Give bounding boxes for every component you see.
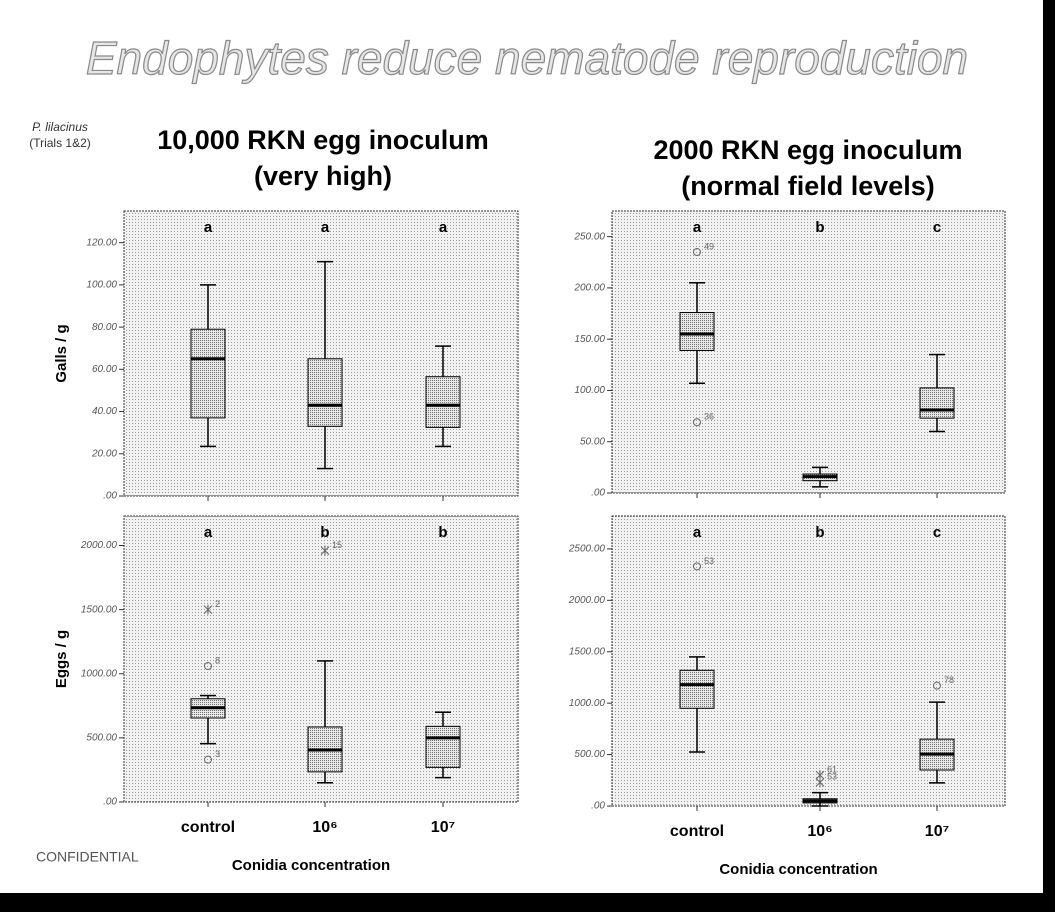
footer: CONFIDENTIAL <box>36 849 139 865</box>
outlier <box>815 777 825 788</box>
outlier-label: 49 <box>704 241 714 251</box>
y-tick-label: 100.00 <box>86 280 117 291</box>
box <box>919 387 955 419</box>
column-title: 10,000 RKN egg inoculum <box>157 125 489 155</box>
outlier <box>693 418 701 427</box>
x-tick-label: 10⁶ <box>807 823 832 840</box>
y-tick-label: 120.00 <box>86 237 117 248</box>
box <box>190 328 226 419</box>
slide-title: Endophytes reduce nematode reproduction <box>86 32 968 84</box>
outlier <box>933 681 941 690</box>
y-tick-label: 60.00 <box>92 364 117 375</box>
outlier <box>203 604 213 615</box>
y-tick-label: 20.00 <box>91 448 117 459</box>
group-letter: b <box>438 524 447 541</box>
group-letter: a <box>693 219 702 236</box>
box <box>425 376 461 428</box>
outlier <box>693 562 701 571</box>
outlier <box>693 248 701 257</box>
y-tick-label: 80.00 <box>92 322 117 333</box>
y-tick-label: 50.00 <box>580 436 605 447</box>
group-letter: c <box>933 219 941 236</box>
y-tick-label: 500.00 <box>86 733 117 744</box>
outlier-label: 15 <box>332 540 342 550</box>
outlier-label: 61 <box>827 765 837 775</box>
x-tick-label: 10⁷ <box>431 819 455 836</box>
y-tick-label: .00 <box>103 797 117 808</box>
outlier <box>204 755 212 764</box>
group-letter: a <box>204 524 213 541</box>
group-letter: b <box>320 524 329 541</box>
group-letter: c <box>933 524 941 541</box>
plot-area <box>123 210 519 497</box>
box <box>679 669 715 709</box>
x-tick-label: 10⁶ <box>312 819 337 836</box>
outlier <box>320 545 330 556</box>
note-trials: (Trials 1&2) <box>29 136 91 150</box>
y-tick-label: 1000.00 <box>81 668 118 679</box>
outlier-label: 36 <box>704 412 714 422</box>
y-tick-label: .00 <box>591 801 605 812</box>
x-tick-label: 10⁷ <box>925 823 949 840</box>
group-letter: a <box>693 524 702 541</box>
box <box>425 725 461 768</box>
outlier-label: 78 <box>944 675 954 685</box>
y-tick-label: 500.00 <box>574 749 605 760</box>
y-tick-label: 150.00 <box>574 334 605 345</box>
column-title: 2000 RKN egg inoculum <box>653 135 962 165</box>
y-tick-label: 40.00 <box>92 406 117 417</box>
y-tick-label: 1500.00 <box>569 646 606 657</box>
x-axis-label: Conidia concentration <box>232 857 390 874</box>
group-letter: a <box>439 219 448 236</box>
group-letter: a <box>321 219 330 236</box>
y-tick-label: 100.00 <box>574 385 605 396</box>
box <box>307 358 343 427</box>
note-species: P. lilacinus <box>32 120 88 134</box>
y-tick-label: .00 <box>591 488 605 499</box>
group-letter: b <box>815 524 824 541</box>
plot-area <box>611 210 1006 494</box>
outlier-label: 53 <box>704 556 714 566</box>
outlier-label: 2 <box>215 599 220 609</box>
y-tick-label: 2500.00 <box>568 544 606 555</box>
y-tick-label: 200.00 <box>573 283 605 294</box>
y-tick-label: 2000.00 <box>80 540 118 551</box>
outlier-label: 53 <box>827 772 837 782</box>
x-tick-label: control <box>181 819 235 836</box>
outlier-label: 3 <box>215 749 220 759</box>
outlier <box>204 662 212 671</box>
x-axis-label: Conidia concentration <box>719 861 877 878</box>
y-tick-label: 1000.00 <box>569 698 606 709</box>
y-axis-label: Eggs / g <box>53 630 70 688</box>
x-tick-label: control <box>670 823 724 840</box>
group-letter: b <box>815 219 824 236</box>
group-letter: a <box>204 219 213 236</box>
box <box>679 312 715 351</box>
y-axis-label: Galls / g <box>53 324 70 382</box>
y-tick-label: .00 <box>103 491 117 502</box>
y-tick-label: 2000.00 <box>568 595 606 606</box>
column-title: (very high) <box>254 161 392 191</box>
outlier-label: 8 <box>215 655 220 665</box>
column-title: (normal field levels) <box>681 171 935 201</box>
y-tick-label: 1500.00 <box>81 604 118 615</box>
y-tick-label: 250.00 <box>573 231 605 242</box>
